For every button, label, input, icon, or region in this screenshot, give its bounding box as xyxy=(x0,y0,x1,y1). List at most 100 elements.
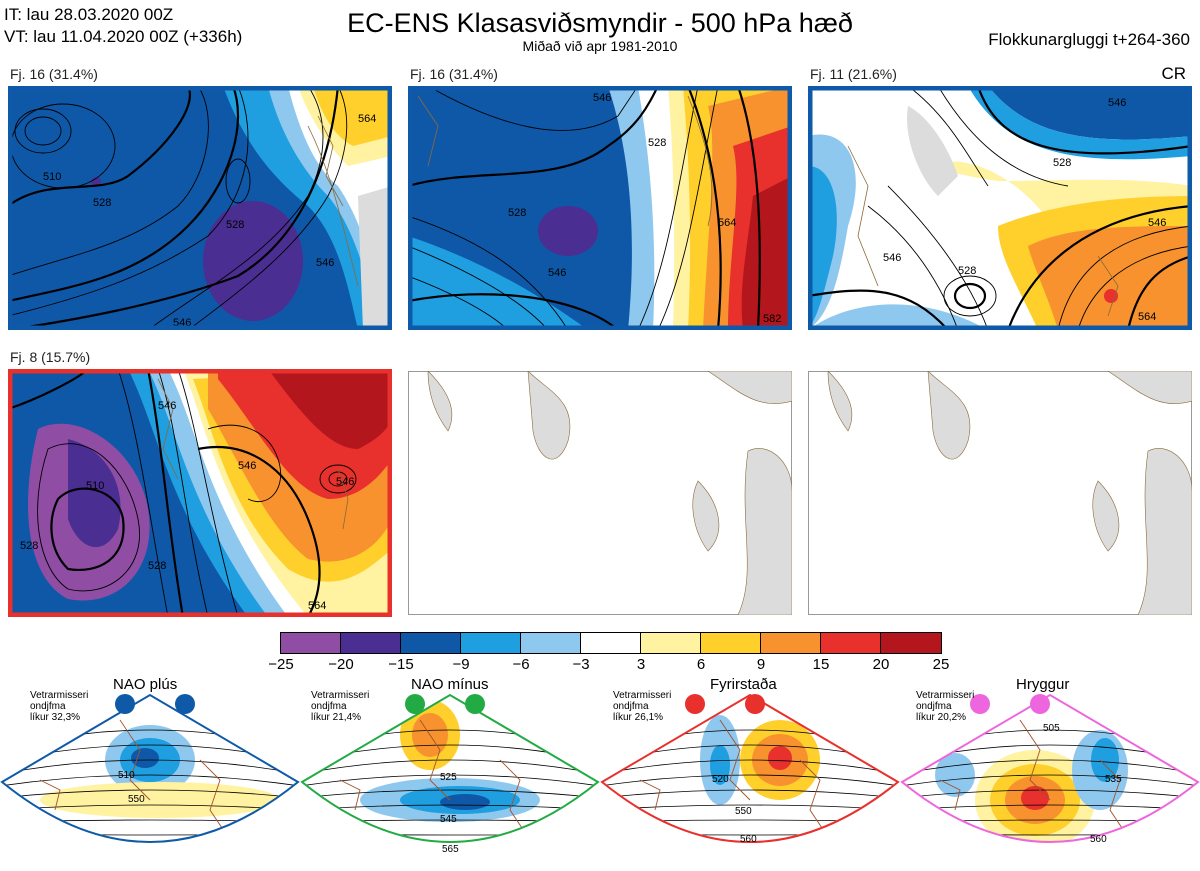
colorbar-swatch xyxy=(881,633,941,653)
page-title: EC-ENS Klasasviðsmyndir - 500 hPa hæð xyxy=(347,8,853,38)
height-contour xyxy=(602,789,898,799)
height-contour xyxy=(902,759,1198,775)
contour-label: 528 xyxy=(1053,157,1071,169)
panel-border xyxy=(8,86,392,330)
colorbar-tick-label: 3 xyxy=(636,656,646,673)
cluster-map-4: 510 528 528 546 546 546 564 xyxy=(8,369,392,617)
contour-label: 510 xyxy=(43,171,61,183)
contour-label: 528 xyxy=(648,137,666,149)
regime-marker-dot xyxy=(1030,694,1050,714)
regime-meta-line: líkur 21,4% xyxy=(311,712,362,723)
colorbar-tick-label: −6 xyxy=(512,656,530,673)
regime-meta-line: ondjfma xyxy=(916,701,952,712)
regime-meta: Vetrarmisseri ondjfma líkur 32,3% xyxy=(30,690,88,723)
contour-label: 528 xyxy=(226,219,244,231)
contour-label: 525 xyxy=(440,772,457,783)
cluster-map-1: 510 528 528 546 564 546 xyxy=(8,86,392,330)
colorbar-tick-label: 20 xyxy=(872,656,890,673)
contour-label: 546 xyxy=(548,267,566,279)
height-contour xyxy=(2,759,298,775)
contour-label: 550 xyxy=(735,806,752,817)
contour-label: 560 xyxy=(1090,834,1107,845)
contour-label: 528 xyxy=(148,560,166,572)
regime-marker-dot xyxy=(745,694,765,714)
colorbar-swatch xyxy=(641,633,701,653)
regime-meta: Vetrarmisseri ondjfma líkur 26,1% xyxy=(613,690,671,723)
height-contour xyxy=(602,774,898,787)
contour-label: 546 xyxy=(316,257,334,269)
height-contour xyxy=(902,774,1198,787)
regime-meta-line: ondjfma xyxy=(30,701,66,712)
anomaly-blob xyxy=(440,794,490,810)
contour-label: 528 xyxy=(508,207,526,219)
regime-title: Fyrirstaða xyxy=(710,676,777,693)
contour-label: 560 xyxy=(740,834,757,845)
colorbar-swatch xyxy=(521,633,581,653)
colorbar-tick-label: −15 xyxy=(388,656,414,673)
regime-marker-dot xyxy=(970,694,990,714)
colorbar-tick-label: −20 xyxy=(328,656,354,673)
panel-3-label: Fj. 11 (21.6%) xyxy=(810,66,897,82)
colorbar-swatch xyxy=(581,633,641,653)
contour-label: 520 xyxy=(712,774,729,785)
classification-window: Flokkunargluggi t+264-360 xyxy=(988,30,1190,49)
regime-meta-line: Vetrarmisseri xyxy=(30,690,89,701)
anomaly-blob xyxy=(40,782,280,818)
coastline xyxy=(639,719,831,841)
colorbar xyxy=(280,632,942,654)
contour-label: 510 xyxy=(86,480,104,492)
colorbar-swatch xyxy=(461,633,521,653)
header-times: IT: lau 28.03.2020 00Z VT: lau 11.04.202… xyxy=(4,4,242,48)
panel-border xyxy=(8,369,392,617)
contour-label: 505 xyxy=(1043,723,1060,734)
regime-map-2: 525 545 565 xyxy=(300,693,600,855)
contour-label: 528 xyxy=(20,540,38,552)
cr-label: CR xyxy=(1161,64,1186,83)
regime-border xyxy=(300,693,600,843)
contour-label: 546 xyxy=(238,460,256,472)
colorbar-swatch xyxy=(281,633,341,653)
contour-label: 582 xyxy=(763,313,781,325)
colorbar-swatch xyxy=(821,633,881,653)
regime-border xyxy=(0,693,300,843)
contour-label: 550 xyxy=(128,794,145,805)
empty-map-5 xyxy=(408,371,792,615)
coastline xyxy=(39,719,231,841)
colorbar-tick-label: 15 xyxy=(812,656,830,673)
panel-4-label: Fj. 8 (15.7%) xyxy=(10,349,91,365)
colorbar-tick-label: 9 xyxy=(756,656,766,673)
height-contour xyxy=(302,789,598,799)
height-contour xyxy=(900,846,1200,850)
regime-meta-line: Vetrarmisseri xyxy=(916,690,975,701)
colorbar-swatch xyxy=(701,633,761,653)
anomaly-blob xyxy=(1021,786,1049,810)
contour-label: 564 xyxy=(308,600,326,612)
contour-label: 546 xyxy=(1148,217,1166,229)
height-contour xyxy=(2,774,298,787)
height-contour xyxy=(302,774,598,787)
page-subtitle: Miðað við apr 1981-2010 xyxy=(522,38,678,54)
regime-meta-line: ondjfma xyxy=(311,701,347,712)
regime-border xyxy=(600,693,900,843)
panel-1-label: Fj. 16 (31.4%) xyxy=(10,66,98,82)
colorbar-swatch xyxy=(341,633,401,653)
regime-map-3: 520 550 560 xyxy=(600,693,900,845)
colorbar-tick-label: −9 xyxy=(452,656,470,673)
anomaly-blob xyxy=(1091,738,1119,782)
cluster-map-2: 528 528 546 564 546 582 xyxy=(408,86,792,330)
contour-label: 564 xyxy=(1138,311,1156,323)
contour-label: 510 xyxy=(118,770,135,781)
panel-border xyxy=(408,86,792,330)
regime-border xyxy=(900,693,1200,843)
valid-time: VT: lau 11.04.2020 00Z (+336h) xyxy=(4,27,243,46)
regime-meta-line: líkur 26,1% xyxy=(613,712,664,723)
regime-meta-line: líkur 20,2% xyxy=(916,712,967,723)
contour-label: 564 xyxy=(358,113,376,125)
regime-title: NAO mínus xyxy=(411,676,489,693)
anomaly-blob xyxy=(131,748,159,768)
empty-map-6 xyxy=(808,371,1192,615)
contour-label: 564 xyxy=(718,217,736,229)
colorbar-swatch xyxy=(761,633,821,653)
height-contour xyxy=(302,759,598,775)
height-contour xyxy=(900,858,1200,865)
